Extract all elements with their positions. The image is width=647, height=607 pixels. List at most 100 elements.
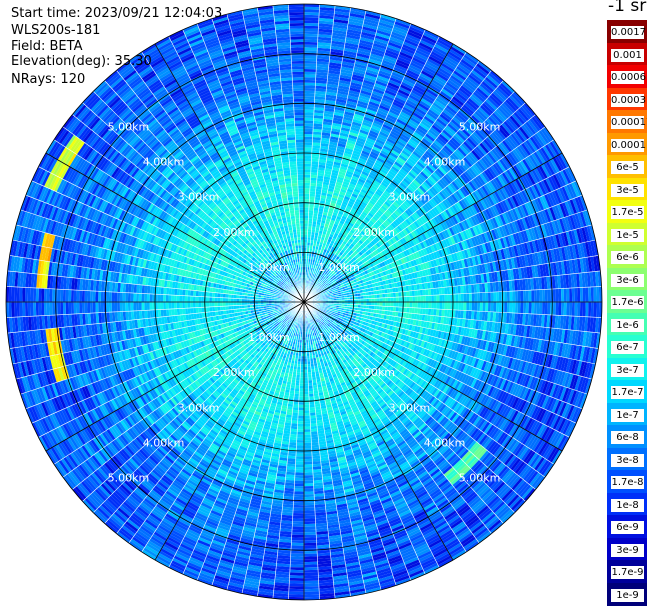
radar-cell — [358, 132, 369, 138]
radar-cell — [340, 163, 349, 168]
radar-cell — [331, 125, 342, 130]
radar-cell — [353, 68, 366, 75]
radar-cell — [371, 48, 386, 55]
radar-cell — [307, 242, 311, 246]
radar-cell — [304, 63, 317, 67]
radar-cell — [364, 13, 381, 20]
radar-cell — [324, 168, 333, 173]
radar-cell — [382, 306, 386, 311]
radar-cell — [330, 48, 344, 54]
radar-cell — [358, 157, 367, 164]
radar-cell — [345, 170, 354, 176]
radar-cell — [431, 302, 434, 309]
radar-cell — [474, 302, 478, 312]
radar-cell — [384, 52, 399, 60]
radar-cell — [569, 288, 573, 302]
radar-cell — [344, 150, 353, 156]
radar-cell — [346, 34, 361, 40]
radar-cell — [343, 50, 357, 56]
radar-cell — [313, 240, 317, 244]
radar-cell — [323, 176, 331, 181]
radar-cell — [334, 109, 345, 114]
radar-cell — [363, 77, 376, 83]
radar-cell — [319, 227, 324, 232]
radar-cell — [304, 150, 312, 154]
radar-cell — [373, 85, 386, 93]
radar-cell — [313, 274, 317, 278]
radar-cell — [327, 149, 337, 154]
radar-cell — [392, 292, 396, 298]
radar-cell — [318, 244, 323, 248]
radar-cell — [354, 144, 364, 151]
radar-cell — [304, 247, 307, 251]
radar-cell — [312, 142, 321, 146]
radar-cell — [336, 198, 343, 204]
radar-cell — [341, 124, 351, 130]
radar-cell — [392, 26, 408, 34]
radar-cell — [517, 290, 521, 302]
radar-cell — [311, 282, 314, 286]
radar-cell — [566, 302, 570, 316]
radar-cell — [515, 290, 518, 302]
radar-cell — [359, 155, 368, 161]
radar-cell — [353, 170, 362, 176]
radar-cell — [304, 28, 319, 32]
radar-cell — [395, 292, 399, 298]
radar-cell — [316, 66, 329, 71]
radar-cell — [337, 176, 345, 181]
radar-cell — [326, 83, 339, 88]
radar-cell — [329, 180, 337, 185]
radar-cell — [308, 253, 312, 257]
radar-cell — [360, 124, 371, 130]
radar-cell — [327, 190, 334, 195]
radar-cell — [304, 120, 314, 124]
radar-cell — [347, 26, 362, 32]
radar-cell — [391, 71, 405, 80]
radar-cell — [304, 153, 312, 156]
radar-cell — [340, 186, 348, 191]
radar-cell — [369, 98, 381, 105]
radar-cell — [425, 302, 429, 309]
radar-cell — [593, 286, 597, 302]
radar-cell — [312, 145, 321, 149]
radar-cell — [304, 4, 320, 8]
radar-cell — [316, 61, 330, 65]
radar-cell — [401, 296, 405, 302]
radar-cell — [315, 194, 321, 198]
radar-cell — [365, 69, 379, 76]
radar-cell — [344, 111, 355, 117]
radar-cell — [304, 163, 312, 167]
radar-cell — [324, 235, 330, 239]
radar-cell — [304, 269, 306, 273]
radar-cell — [308, 223, 313, 227]
radar-cell — [322, 126, 332, 131]
radar-cell — [321, 234, 326, 238]
radar-cell — [320, 145, 329, 150]
radar-cell — [375, 80, 388, 87]
radar-cell — [304, 215, 309, 219]
radar-cell — [364, 15, 380, 22]
radar-cell — [417, 289, 421, 296]
radar-cell — [313, 120, 323, 125]
radar-cell — [341, 63, 355, 69]
radar-cell — [310, 234, 315, 238]
radar-cell — [313, 205, 320, 209]
radar-cell — [323, 226, 329, 230]
radar-cell — [372, 122, 383, 129]
radar-cell — [349, 84, 362, 90]
radar-cell — [311, 253, 315, 257]
radar-cell — [304, 106, 315, 110]
radar-cell — [361, 29, 377, 36]
radar-cell — [340, 129, 350, 135]
radar-cell — [333, 161, 342, 166]
radar-cell — [337, 143, 347, 148]
radar-cell — [577, 302, 581, 317]
radar-cell — [337, 213, 343, 218]
radar-cell — [547, 302, 551, 315]
radar-cell — [312, 139, 321, 143]
radar-cell — [323, 209, 329, 213]
radar-cell — [371, 93, 383, 100]
radar-cell — [335, 201, 342, 206]
radar-cell — [313, 210, 319, 214]
radar-cell — [332, 117, 343, 122]
